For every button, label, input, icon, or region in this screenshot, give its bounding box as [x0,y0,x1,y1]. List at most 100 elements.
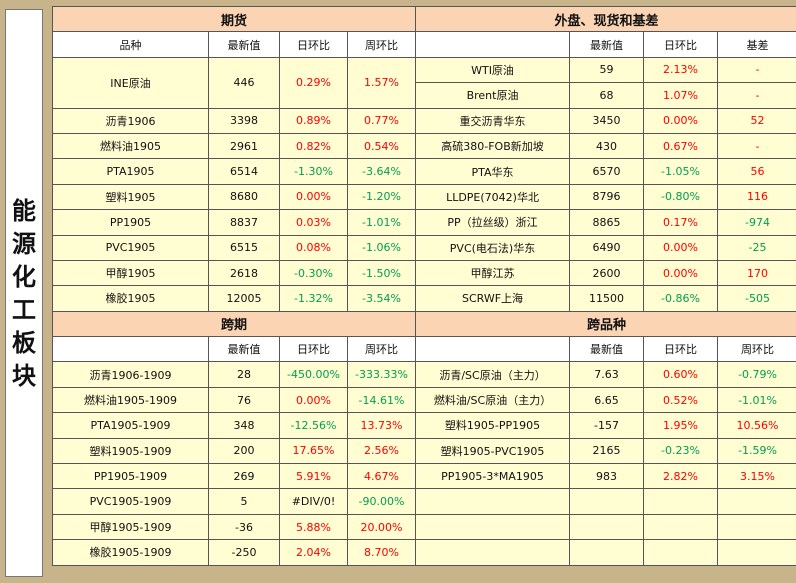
futures-latest: 2618 [208,259,280,287]
spread-week: 20.00% [346,513,417,541]
external-day: 2.13% [643,56,719,84]
cross-week: 3.15% [717,463,796,490]
spread-name: 燃料油1905-1909 [52,386,209,414]
external-day: 0.67% [643,132,719,160]
external-name: PTA华东 [415,158,571,185]
cross-latest: -157 [569,412,645,439]
empty-cell [415,539,571,566]
empty-cell [643,539,719,566]
spread-latest: 200 [208,437,280,465]
cross-day: -0.23% [643,437,719,465]
futures-day: 0.29% [279,56,348,109]
external-basis: 170 [717,259,796,287]
section-header-futures: 期货 [51,5,417,33]
external-name: PP（拉丝级）浙江 [415,209,571,236]
table-row: 塑料1905-1909 200 17.65% 2.56% 塑料1905-PVC1905 2… [52,437,796,465]
cross-name: PP1905-3*MA1905 [415,463,571,490]
section-header-external: 外盘、现货和基差 [415,5,796,33]
table-row: PP1905-1909 269 5.91% 4.67% PP1905-3*MA1905 9… [52,463,796,490]
col-header-day: 日环比 [643,336,719,363]
col-header-latest: 最新值 [208,336,280,363]
external-latest: 2600 [569,259,645,287]
col-header-blank [415,336,571,363]
side-title-char: 块 [12,362,36,390]
external-basis: - [717,56,796,84]
table-row: 沥青1906-1909 28 -450.00% -333.33% 沥青/SC原油（主力）… [52,361,796,388]
spread-week: -90.00% [346,488,417,515]
external-basis: - [717,82,796,109]
external-day: -0.80% [643,183,719,211]
empty-cell [415,513,571,541]
col-header-variety: 品种 [52,31,209,58]
cross-latest: 983 [569,463,645,490]
futures-day: 0.00% [279,183,348,211]
futures-week: 0.77% [346,107,417,134]
col-header-day: 日环比 [643,31,719,58]
table-row: PP1905 8837 0.03% -1.01% PP（拉丝级）浙江 8865 0.17% -… [52,209,796,236]
empty-cell [569,513,645,541]
external-day: 0.00% [643,259,719,287]
futures-day: 0.82% [279,132,348,160]
external-day: -0.86% [643,285,719,312]
spread-week: -14.61% [346,386,417,414]
external-latest: 59 [569,56,645,84]
futures-day: -1.32% [279,285,348,312]
table-row: 最新值 日环比 周环比 最新值 日环比 周环比 [52,336,796,363]
table-row: 橡胶1905 12005 -1.32% -3.54% SCRWF上海 11500 -0.86… [52,285,796,312]
futures-week: 1.57% [346,56,417,109]
cross-day: 0.52% [643,386,719,414]
spread-week: 13.73% [346,412,417,439]
spread-name: 甲醇1905-1909 [52,513,209,541]
external-latest: 6490 [569,234,645,261]
spread-latest: 76 [208,386,280,414]
external-basis: 116 [717,183,796,211]
external-name: SCRWF上海 [415,285,571,312]
external-basis: -25 [717,234,796,261]
futures-week: -1.01% [346,209,417,236]
external-basis: -974 [717,209,796,236]
futures-latest: 6514 [208,158,280,185]
cross-week: -1.59% [717,437,796,465]
spread-day: -12.56% [279,412,348,439]
futures-week: -3.54% [346,285,417,312]
table-row: 跨期 跨品种 [51,310,796,338]
external-day: 0.00% [643,234,719,261]
table-row: 甲醇1905-1909 -36 5.88% 20.00% [52,513,796,541]
col-header-latest: 最新值 [208,31,280,58]
external-latest: 8796 [569,183,645,211]
empty-cell [717,539,796,566]
futures-name: PVC1905 [52,234,209,261]
cross-week: 10.56% [717,412,796,439]
futures-name: 燃料油1905 [52,132,209,160]
spread-latest: 5 [208,488,280,515]
cross-latest: 6.65 [569,386,645,414]
external-basis: -505 [717,285,796,312]
energy-chem-table: 期货 外盘、现货和基差 品种 最新值 日环比 周环比 最新值 日环比 基差 INE原油 446 0.2… [51,5,796,566]
spread-name: PTA1905-1909 [52,412,209,439]
empty-cell [643,488,719,515]
table-row: PVC1905 6515 0.08% -1.06% PVC(电石法)华东 6490 0.00… [52,234,796,261]
futures-latest: 8680 [208,183,280,211]
spread-latest: 28 [208,361,280,388]
spread-name: PVC1905-1909 [52,488,209,515]
futures-day: 0.08% [279,234,348,261]
futures-day: -1.30% [279,158,348,185]
cross-week: -1.01% [717,386,796,414]
empty-cell [569,539,645,566]
side-title-char: 源 [12,230,36,258]
external-name: WTI原油 [415,56,571,84]
empty-cell [569,488,645,515]
external-day: 0.17% [643,209,719,236]
spread-week: 2.56% [346,437,417,465]
section-header-spread: 跨期 [51,310,417,338]
futures-day: -0.30% [279,259,348,287]
external-day: 1.07% [643,82,719,109]
external-latest: 6570 [569,158,645,185]
col-header-day: 日环比 [279,31,348,58]
external-latest: 430 [569,132,645,160]
table-row: INE原油 446 0.29% 1.57% WTI原油 59 2.13% - [52,56,796,109]
col-header-day: 日环比 [279,336,348,363]
empty-cell [717,513,796,541]
external-name: PVC(电石法)华东 [415,234,571,261]
empty-cell [643,513,719,541]
